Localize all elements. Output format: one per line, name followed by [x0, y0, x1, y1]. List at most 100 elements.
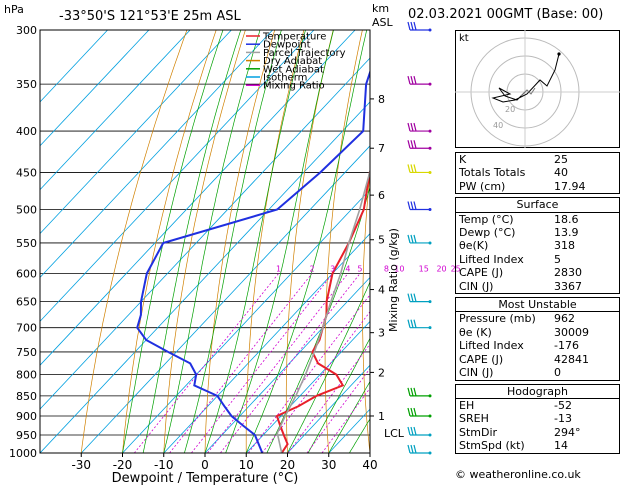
dry-adiabat [122, 30, 217, 453]
table-row: CAPE (J) 2830 [456, 266, 619, 279]
wind-barb-dot [428, 451, 432, 455]
wind-barb [407, 21, 432, 32]
isotherm [40, 30, 191, 191]
wind-barb-dot [428, 28, 432, 32]
hodograph-frame [455, 30, 620, 148]
km-tick-label: 4 [378, 284, 385, 297]
row-value: 25 [554, 153, 568, 166]
wind-barb-dot [428, 394, 432, 398]
wet-adiabat [142, 30, 242, 453]
wind-barb-dot [428, 414, 432, 418]
isotherm [40, 30, 315, 322]
temperature-tick-label: 40 [362, 458, 377, 472]
wind-barb [407, 164, 432, 174]
wind-barb-feather [413, 387, 417, 397]
credit-text: © weatheronline.co.uk [455, 468, 581, 481]
row-label: PW (cm) [459, 179, 506, 193]
wind-barb-feather [413, 201, 417, 210]
row-label: Lifted Index [459, 252, 524, 266]
wind-barb-feather [407, 122, 411, 132]
wind-barb-feather [407, 293, 411, 302]
wind-barb-feather [410, 140, 414, 149]
row-label: Dewp (°C) [459, 226, 516, 240]
temperature-tick-label: -10 [154, 458, 174, 472]
pressure-tick-label: 650 [16, 296, 37, 309]
wind-barb-feather [413, 444, 417, 454]
row-label: CAPE (J) [459, 266, 504, 280]
row-label: θe (K) [459, 325, 492, 339]
hodograph-title: Hodograph [456, 385, 619, 399]
isotherm [40, 101, 370, 453]
wind-barb-feather [413, 293, 417, 302]
pressure-tick-label: 750 [16, 346, 37, 359]
row-value: -176 [554, 339, 579, 353]
wind-barb-feather [410, 426, 414, 436]
row-value: 5 [554, 252, 561, 266]
series-line-dewpoint [136, 69, 370, 453]
mixing-ratio-label: 20 [436, 265, 446, 274]
dry-adiabat [245, 30, 305, 453]
km-tick-label: 6 [378, 189, 385, 202]
mixing-ratio-label: 4 [345, 265, 350, 274]
km-tick-label: 5 [378, 234, 385, 247]
wind-barb-feather [413, 319, 417, 328]
temperature-tick-label: 30 [321, 458, 336, 472]
isotherm [40, 57, 370, 410]
pressure-tick-label: 800 [16, 369, 37, 382]
km-tick-label: 2 [378, 366, 385, 379]
wind-barb-feather [410, 76, 414, 85]
dry-adiabat [204, 30, 276, 453]
wind-barb [407, 76, 432, 86]
lcl-label: LCL [384, 427, 405, 440]
wind-barb [407, 426, 432, 437]
table-row: θe(K) 318 [456, 239, 619, 252]
wind-barb-dot [428, 82, 432, 86]
wind-barb-feather [410, 407, 414, 417]
row-value: 17.94 [554, 179, 586, 193]
isotherm [40, 30, 232, 235]
wind-barb-dot [428, 207, 432, 211]
row-label: CIN (J) [459, 366, 494, 380]
wind-barb-feather [413, 234, 417, 244]
wind-barb-feather [410, 122, 414, 132]
dry-adiabat [434, 30, 452, 453]
wind-barb-dot [428, 170, 432, 174]
wind-barb-feather [407, 76, 411, 85]
wind-barb-dot [428, 300, 432, 304]
row-value: 40 [554, 166, 568, 180]
isotherm [122, 189, 370, 453]
isotherm [40, 30, 273, 279]
wind-barb-feather [407, 201, 411, 210]
row-value: 294° [554, 425, 581, 439]
isotherm [163, 233, 370, 453]
hodograph-trace-storm [520, 87, 536, 97]
wind-barb [407, 319, 432, 330]
km-tick-label: 8 [378, 93, 385, 106]
pressure-tick-label: 500 [16, 203, 37, 216]
row-label: EH [459, 398, 475, 412]
row-value: 18.6 [554, 212, 579, 226]
hodograph-box: Hodograph EH -52 SREH -13 StmDir 294° StmSpd (… [455, 383, 620, 454]
mixing-ratio-label: 5 [357, 265, 362, 274]
most-unstable-box: Most Unstable Pressure (mb) 962 θe (K) 3000… [455, 297, 620, 381]
table-row: CIN (J) 3367 [456, 280, 619, 293]
km-tick-label: 1 [378, 410, 385, 423]
wind-barb-feather [410, 234, 414, 244]
mixing-ratio-axis-label: Mixing Ratio (g/kg) [387, 228, 400, 332]
km-tick-label: 3 [378, 327, 385, 340]
mixing-ratio-line [207, 273, 349, 453]
table-row: K 25 [456, 153, 619, 166]
mixing-ratio-line [191, 273, 334, 453]
wind-barb-feather [410, 293, 414, 302]
x-axis-label: Dewpoint / Temperature (°C) [112, 471, 299, 486]
hodograph-unit: kt [459, 33, 469, 44]
profiles [136, 69, 370, 453]
table-row: Dewp (°C) 13.9 [456, 226, 619, 239]
legend-entry: Isotherm [263, 73, 307, 84]
wind-barb-feather [407, 140, 411, 149]
temperature-tick-label: 20 [280, 458, 295, 472]
wind-barb [407, 234, 432, 245]
wet-adiabat [204, 30, 306, 453]
wind-barb [407, 407, 432, 418]
